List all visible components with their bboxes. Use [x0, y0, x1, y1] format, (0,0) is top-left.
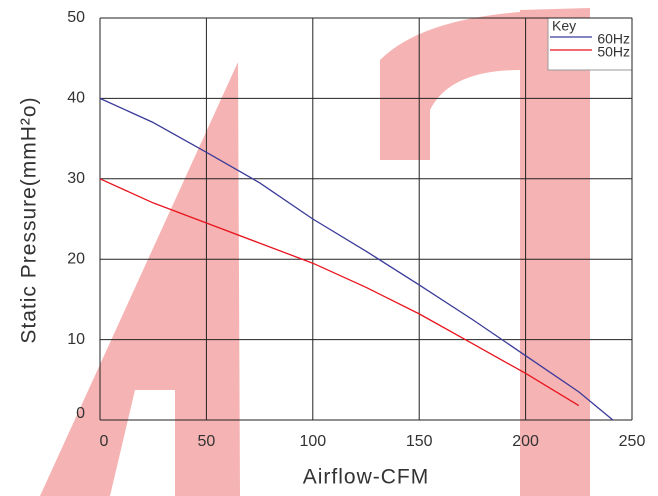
- x-tick-label: 150: [406, 433, 433, 450]
- series-line: [99, 97, 614, 421]
- y-tick-label: 40: [67, 90, 85, 107]
- watermark: [40, 8, 590, 496]
- x-tick-label: 250: [619, 433, 646, 450]
- legend-label: 60Hz: [597, 31, 630, 47]
- x-axis-label: Airflow-CFM: [303, 466, 430, 489]
- y-tick-label: 50: [67, 9, 85, 26]
- x-tick-label: 200: [512, 433, 539, 450]
- y-tick-label: 20: [67, 250, 85, 267]
- y-tick-label: 10: [67, 331, 85, 348]
- y-axis-label: Static Pressure(mmH²o): [18, 96, 41, 343]
- y-tick-label: 0: [76, 405, 85, 422]
- legend-title: Key: [552, 18, 576, 34]
- x-tick-label: 0: [100, 433, 109, 450]
- series-line: [99, 178, 580, 407]
- y-tick-label: 30: [67, 170, 85, 187]
- legend-label: 50Hz: [597, 44, 630, 60]
- x-tick-label: 100: [299, 433, 326, 450]
- legend-box: [547, 17, 633, 71]
- x-tick-label: 50: [198, 433, 216, 450]
